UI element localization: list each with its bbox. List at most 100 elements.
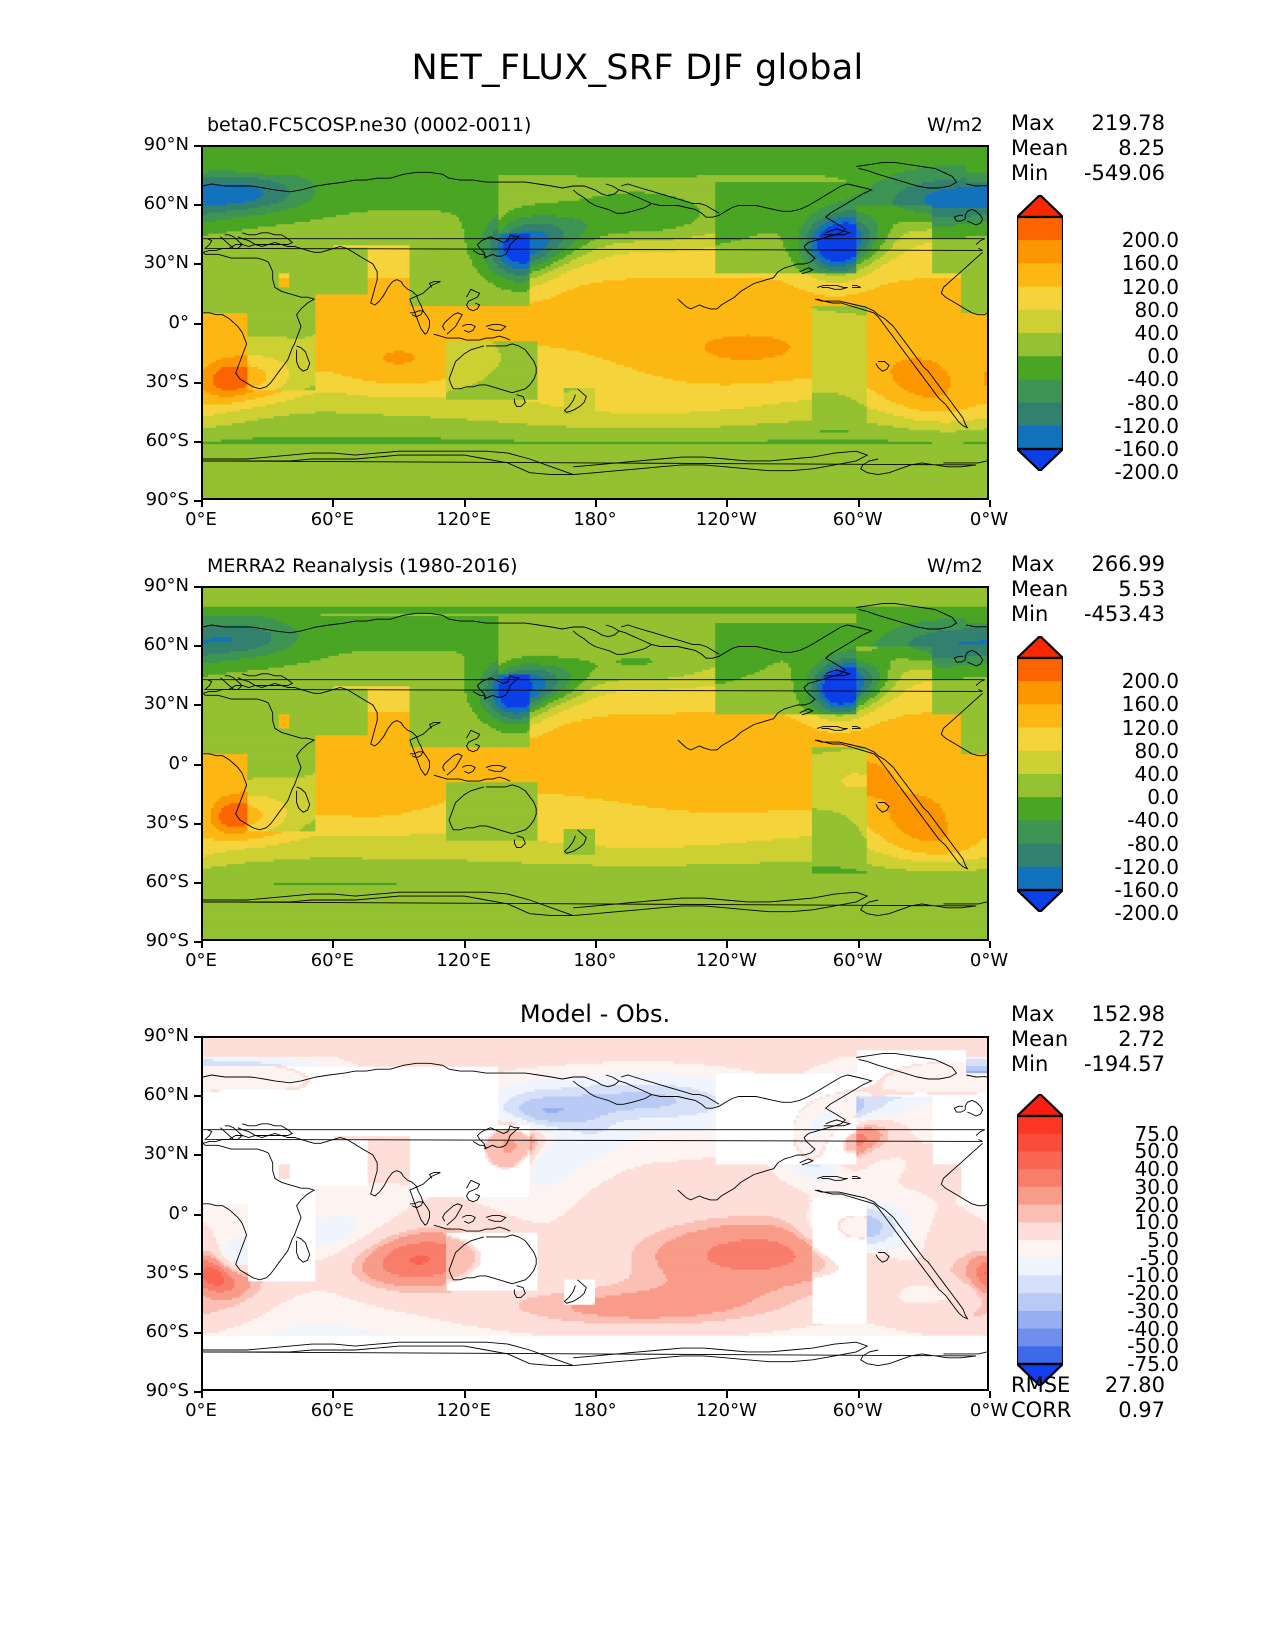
stat-key: Mean	[1011, 577, 1069, 601]
x-tick-label: 120°W	[695, 1400, 757, 1421]
map-diff	[201, 1036, 989, 1391]
x-tick-mark	[201, 941, 203, 948]
units-label-obs: W/m2	[927, 555, 983, 577]
x-tick-mark	[332, 941, 335, 948]
x-tick-mark	[595, 1391, 597, 1398]
x-tick-mark	[332, 1391, 335, 1398]
y-tick-label: 30°S	[145, 370, 189, 392]
stat-row: Mean 8.25	[1011, 136, 1165, 161]
y-tick-label: 90°N	[143, 1025, 189, 1046]
y-tick-mark	[194, 941, 201, 943]
y-tick-label: 60°S	[145, 1320, 189, 1342]
x-tick-mark	[857, 500, 860, 507]
y-tick-label: 0°	[168, 311, 189, 333]
colorbar-tick-label: -200.0	[1114, 460, 1179, 485]
x-tick-label: 180°	[573, 950, 617, 971]
stat-value: 219.78	[1091, 111, 1165, 135]
colorbar-tick-label: -75.0	[1127, 1352, 1179, 1376]
metric-value: 0.97	[1118, 1398, 1165, 1422]
stat-row: Max 152.98	[1011, 1002, 1165, 1027]
colorbar-tick-label: 40.0	[1134, 321, 1179, 345]
y-tick-label: 60°N	[143, 193, 189, 215]
y-tick-mark	[194, 1036, 201, 1038]
y-tick-label: 90°S	[145, 930, 189, 951]
x-tick-mark	[989, 1391, 991, 1398]
y-tick-mark	[194, 1272, 201, 1275]
stat-value: 5.53	[1118, 577, 1165, 601]
colorbar-labels-obs: 200.0 160.0 120.0 80.0 40.0 0.0 -40.0 -80.0 -120…	[1069, 636, 1185, 923]
y-tick-label: 30°N	[143, 693, 189, 715]
colorbar-tick-label: 160.0	[1121, 251, 1179, 276]
stat-value: 266.99	[1091, 552, 1165, 576]
y-tick-label: 60°S	[145, 870, 189, 892]
colorbar-tick-label: -80.0	[1127, 390, 1179, 415]
y-tick-label: 0°	[168, 1202, 189, 1224]
metric-row: CORR 0.97	[1011, 1398, 1165, 1423]
stat-row: Max 266.99	[1011, 552, 1165, 577]
x-tick-mark	[463, 1391, 466, 1398]
colorbar-diff	[1015, 1092, 1065, 1388]
colorbar-tick-label: 40.0	[1134, 1157, 1179, 1182]
x-tick-mark	[726, 1391, 729, 1398]
stat-value: -549.06	[1083, 161, 1165, 185]
colorbar-obs	[1015, 634, 1065, 914]
metric-value: 27.80	[1104, 1373, 1165, 1397]
colorbar-tick-label: -10.0	[1127, 1263, 1179, 1288]
panel-title-diff: Model - Obs.	[519, 1000, 671, 1028]
x-tick-label: 0°E	[185, 950, 217, 971]
colorbar-tick-label: 200.0	[1121, 228, 1179, 253]
x-tick-mark	[989, 941, 991, 948]
colorbar-tick-label: 160.0	[1121, 692, 1179, 717]
y-tick-mark	[194, 1331, 201, 1334]
stat-row: Min -549.06	[1011, 161, 1165, 186]
y-tick-label: 60°N	[143, 1084, 189, 1106]
stat-key: Min	[1011, 1052, 1049, 1076]
colorbar-tick-label: 200.0	[1121, 669, 1179, 694]
y-tick-mark	[194, 1391, 201, 1393]
x-tick-label: 120°W	[695, 950, 757, 971]
panel-label-obs: MERRA2 Reanalysis (1980-2016)	[207, 555, 518, 577]
stat-value: -453.43	[1083, 602, 1165, 626]
x-tick-mark	[989, 500, 991, 507]
y-tick-label: 30°N	[143, 252, 189, 274]
colorbar-model	[1015, 193, 1065, 473]
x-tick-label: 180°	[573, 1400, 617, 1421]
x-tick-label: 180°	[573, 509, 617, 530]
y-tick-mark	[194, 440, 201, 443]
colorbar-labels-diff: 75.0 50.0 40.0 30.0 20.0 10.0 5.0 -5.0 -10.0 -20.…	[1069, 1094, 1185, 1386]
y-tick-mark	[194, 822, 201, 825]
stat-key: Min	[1011, 161, 1049, 185]
footer-metrics: RMSE 27.80 CORR 0.97	[1011, 1373, 1165, 1423]
colorbar-tick-label: 50.0	[1134, 1139, 1179, 1164]
colorbar-tick-label: -40.0	[1127, 1316, 1179, 1341]
y-tick-mark	[194, 381, 201, 384]
x-tick-mark	[463, 500, 466, 507]
stats-model: Max 219.78 Mean 8.25 Min -549.06	[1011, 111, 1165, 186]
y-tick-mark	[194, 322, 201, 325]
metric-key: RMSE	[1011, 1373, 1071, 1397]
colorbar-tick-label: 80.0	[1134, 297, 1179, 322]
colorbar-tick-label: 120.0	[1121, 715, 1179, 740]
figure-title: NET_FLUX_SRF DJF global	[411, 48, 864, 88]
x-tick-label: 120°E	[436, 1400, 492, 1421]
y-tick-label: 90°S	[145, 489, 189, 510]
stat-key: Max	[1011, 552, 1055, 576]
colorbar-tick-label: 80.0	[1134, 738, 1179, 763]
x-tick-label: 0°W	[969, 1400, 1009, 1421]
x-tick-mark	[595, 941, 597, 948]
map-model	[201, 145, 989, 500]
colorbar-tick-label: -160.0	[1114, 878, 1179, 902]
x-tick-label: 0°W	[969, 950, 1009, 971]
y-tick-mark	[194, 263, 201, 266]
x-tick-label: 60°E	[310, 509, 354, 530]
y-tick-mark	[194, 1154, 201, 1157]
colorbar-tick-label: -30.0	[1127, 1298, 1179, 1323]
y-tick-label: 30°N	[143, 1143, 189, 1165]
x-tick-mark	[726, 500, 729, 507]
y-tick-mark	[194, 763, 201, 766]
y-tick-label: 30°S	[145, 1261, 189, 1283]
colorbar-tick-label: 10.0	[1134, 1210, 1179, 1235]
colorbar-tick-label: -20.0	[1127, 1281, 1179, 1306]
y-tick-mark	[194, 881, 201, 884]
x-tick-label: 60°E	[310, 950, 354, 971]
